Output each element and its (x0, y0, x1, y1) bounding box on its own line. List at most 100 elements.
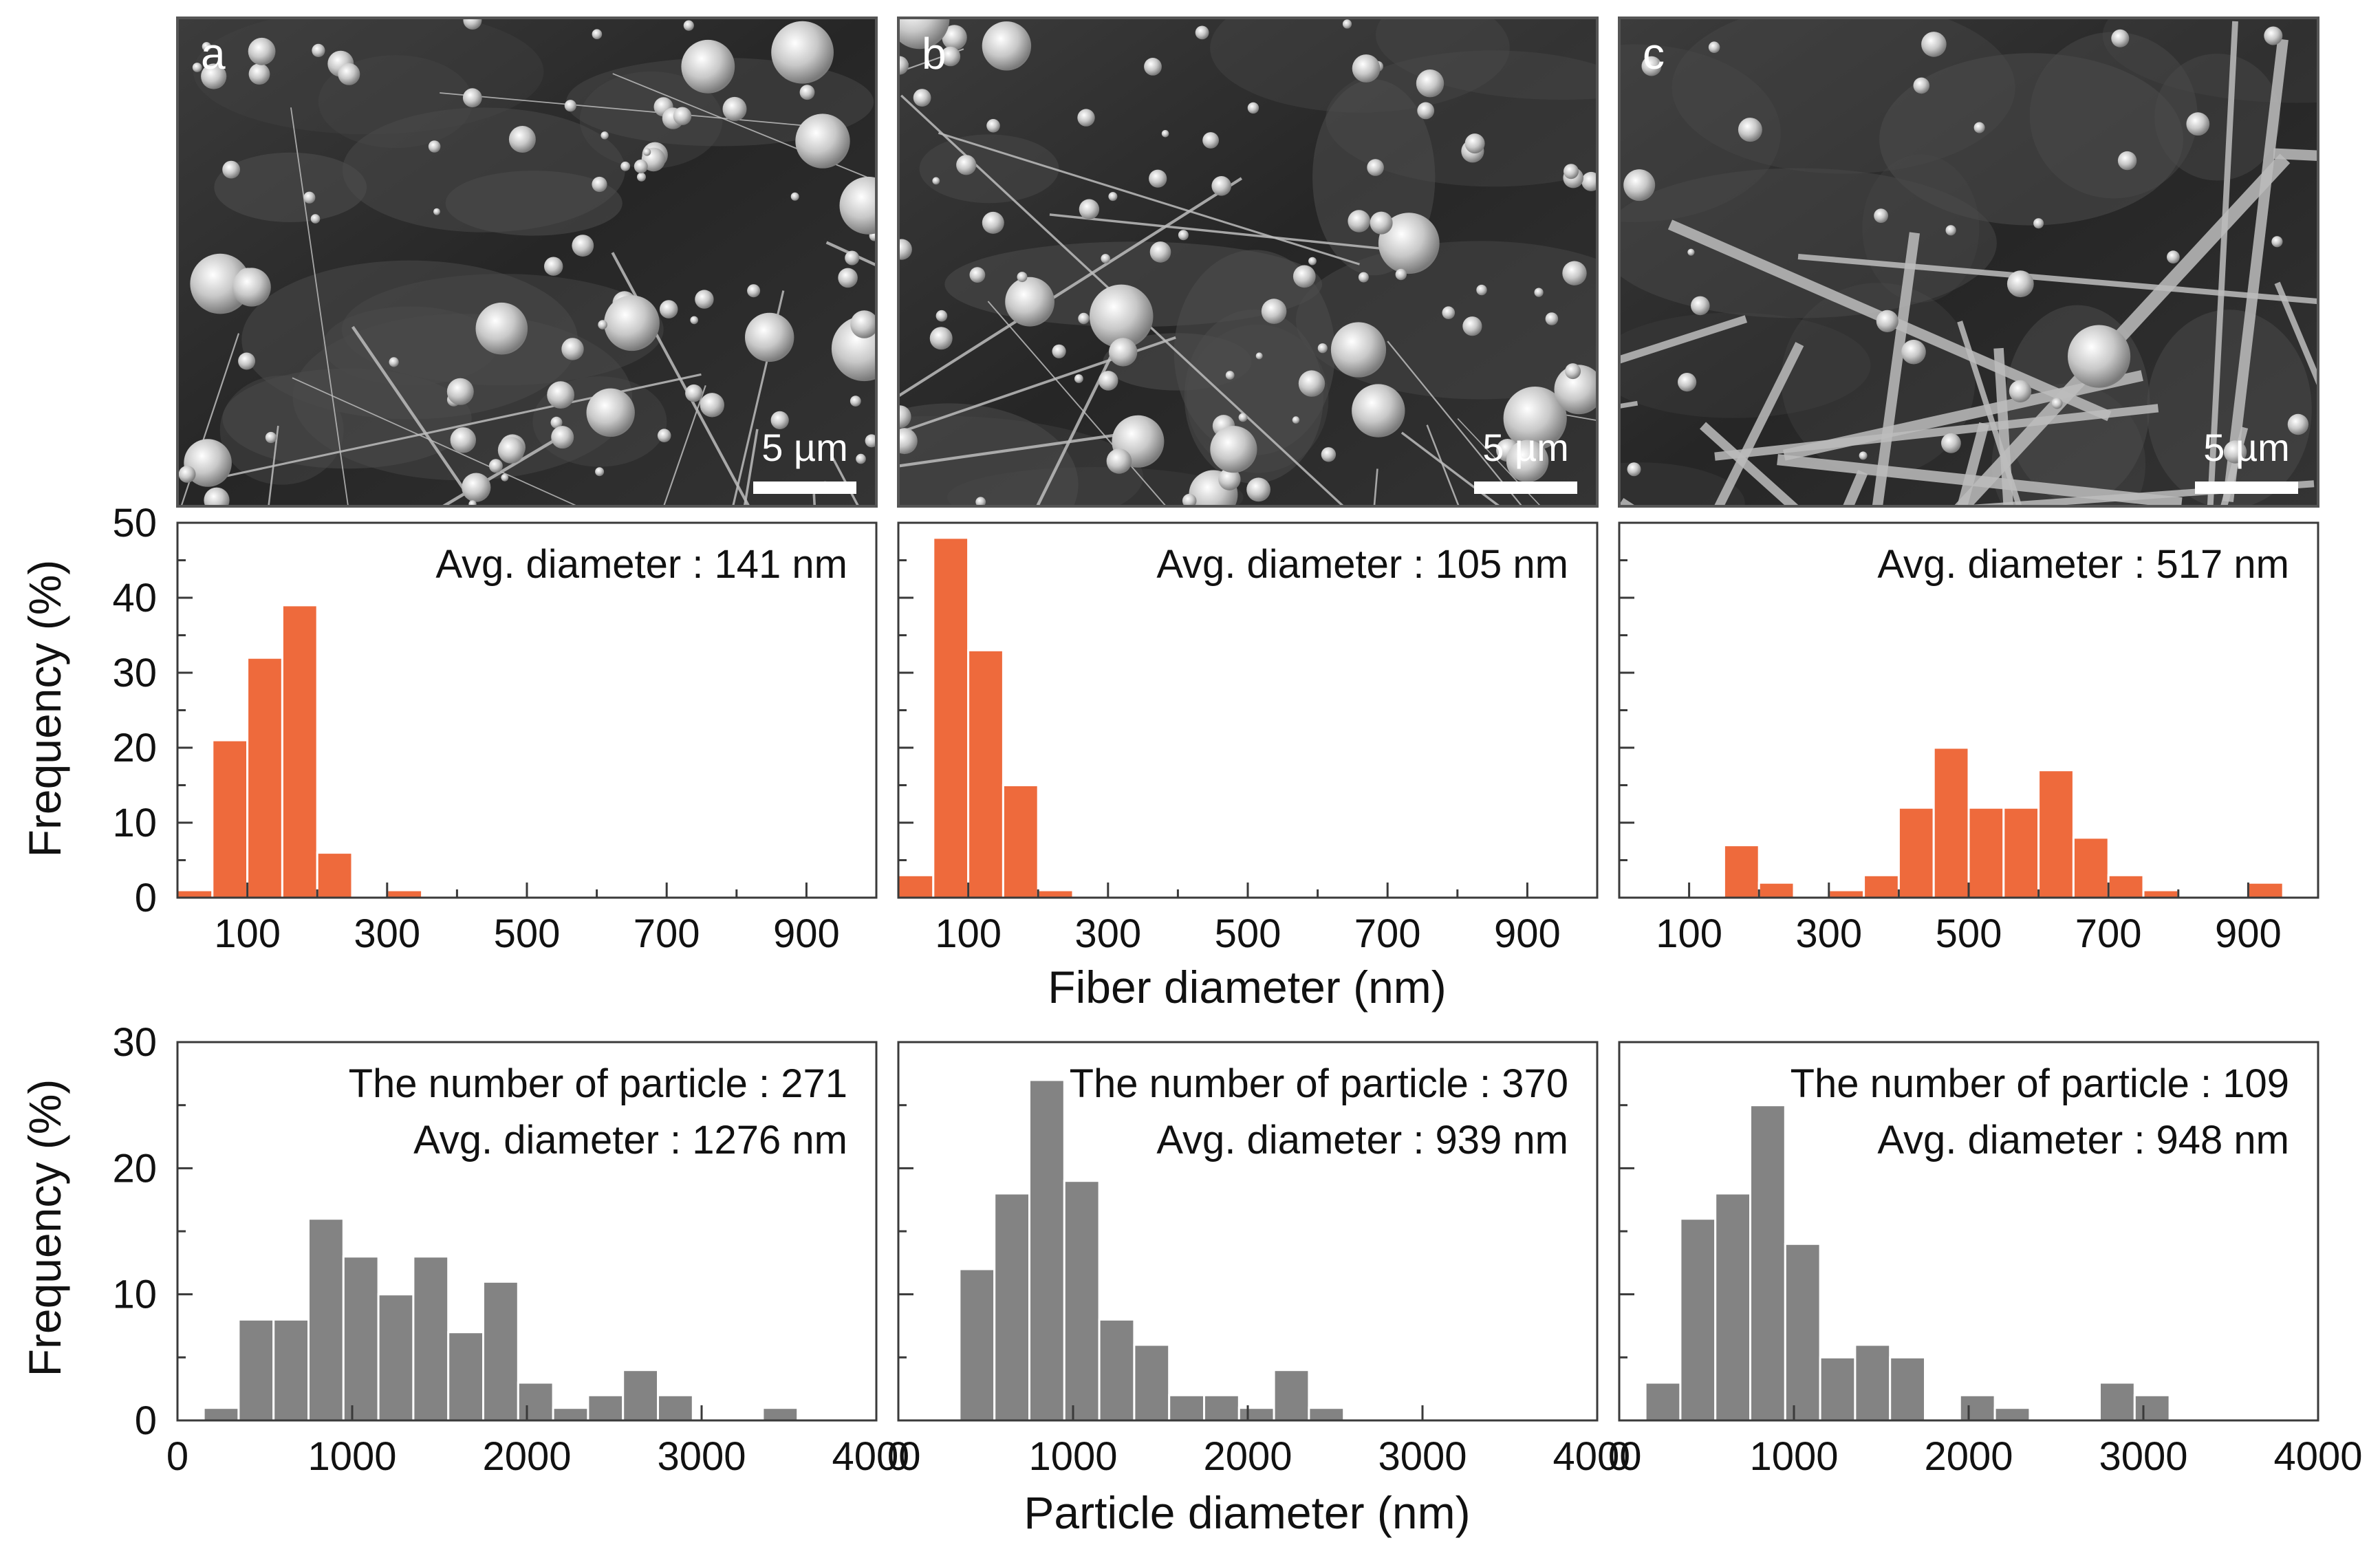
histogram-bar (307, 1218, 345, 1422)
sem-image-b (898, 18, 1597, 506)
sem-particle (564, 100, 576, 112)
sem-particle (248, 37, 276, 65)
sem-particle (1005, 277, 1054, 327)
sem-particle (747, 284, 761, 298)
histogram-bar (2107, 874, 2145, 899)
sem-particle (2009, 380, 2032, 402)
annotation: Avg. diameter : 939 nm (1156, 1118, 1568, 1162)
sem-fiber (1953, 153, 2291, 506)
sem-texture (898, 403, 1079, 506)
sem-texture (579, 71, 723, 169)
sem-particle (898, 56, 909, 75)
histogram-bar (342, 1255, 380, 1422)
annotation: The number of particle : 109 (1791, 1061, 2289, 1106)
sem-particle (1108, 192, 1118, 202)
sem-particle (1330, 322, 1387, 378)
fiber-y-axis-label: Frequency (%) (19, 560, 70, 858)
histogram-bar (281, 604, 318, 899)
sem-frame (1618, 17, 2319, 508)
sem-particle (700, 393, 724, 418)
histogram-bar (1749, 1104, 1786, 1422)
x-tick-label: 1000 (1749, 1434, 1838, 1479)
scale-bar-label: 5 µm (2203, 426, 2290, 469)
x-tick-label: 0 (887, 1434, 909, 1479)
annotation: The number of particle : 271 (349, 1061, 847, 1106)
annotation: Avg. diameter : 105 nm (1156, 542, 1568, 587)
sem-particle (1078, 312, 1090, 325)
sem-particle (508, 126, 536, 153)
sem-particle (601, 131, 609, 140)
x-tick-label: 2000 (1203, 1434, 1292, 1479)
sem-particle (265, 431, 277, 444)
particle-histogram-b: 0 1000 2000 3000 4000 The number of particle … (887, 1041, 1642, 1479)
sem-particle (2223, 440, 2247, 464)
sem-particle (1678, 373, 1697, 392)
histogram-bar (316, 852, 354, 899)
histogram-bar (1098, 1318, 1136, 1422)
x-tick-label: 0 (1608, 1434, 1630, 1479)
sem-particle (1913, 77, 1930, 94)
sem-particle (2033, 218, 2044, 229)
sem-particle (1859, 451, 1868, 460)
sem-fiber (1777, 454, 2183, 506)
sem-texture (1619, 168, 1997, 318)
sem-particle (1077, 109, 1095, 127)
sem-particle (1416, 69, 1445, 98)
sem-fiber (292, 377, 579, 506)
sem-fiber (2207, 21, 2238, 506)
sem-panel-a: a 5 µm (176, 17, 878, 508)
sem-fiber (612, 73, 876, 182)
sem-particle (1149, 169, 1167, 188)
sem-texture (919, 134, 1059, 204)
x-tick-label: 900 (2215, 911, 2282, 956)
annotation: The number of particle : 370 (1070, 1061, 1568, 1106)
particle-y-axis-label: Frequency (%) (19, 1079, 70, 1377)
annotation: Avg. diameter : 517 nm (1877, 542, 2289, 587)
sem-particle (222, 160, 240, 179)
histogram-bar (932, 537, 970, 899)
x-tick-label: 3000 (2099, 1434, 2187, 1479)
scale-bar (753, 482, 856, 494)
sem-particle (982, 211, 1004, 234)
sem-particle (1370, 211, 1393, 235)
histogram-bar (246, 656, 283, 899)
sem-particle (1218, 468, 1241, 490)
sem-particle (685, 384, 703, 402)
sem-particle (681, 39, 735, 94)
sem-particle (201, 63, 227, 89)
sem-particle (770, 411, 789, 430)
sem-particle (1178, 230, 1189, 241)
x-tick-label: 300 (1795, 911, 1862, 956)
sem-particle (956, 155, 977, 175)
sem-particle (204, 487, 230, 506)
histogram-bar (237, 1318, 275, 1422)
sem-particle (1554, 365, 1597, 415)
sem-fiber (1951, 480, 2315, 506)
histogram-bar (412, 1255, 450, 1422)
sem-particle (940, 46, 961, 67)
y-tick-label: 10 (112, 1273, 157, 1317)
histogram-bar (272, 1318, 310, 1422)
sem-fiber (1713, 342, 1804, 506)
sem-particle (839, 176, 876, 235)
histogram-bar (211, 739, 249, 899)
histogram-bar (1133, 1343, 1171, 1422)
annotation: Avg. diameter : 1276 nm (413, 1118, 847, 1162)
sem-particle (695, 290, 714, 309)
sem-particle (982, 21, 1032, 71)
sem-fiber (1426, 424, 1460, 506)
sem-fiber (2220, 426, 2249, 506)
sem-particle (428, 140, 441, 153)
sem-particle (1247, 102, 1259, 114)
y-tick-label: 0 (135, 876, 157, 920)
histogram-bar (1993, 1407, 2031, 1422)
sem-texture (1879, 53, 2183, 226)
sem-particle (838, 268, 858, 288)
sem-particle (932, 177, 940, 185)
sem-particle (1079, 199, 1100, 219)
histogram-bar (1063, 1180, 1101, 1422)
fiber-histogram-c: 100 300 500 700 900 Avg. diameter : 517 nm (1618, 521, 2319, 956)
sem-particle (1506, 440, 1549, 482)
